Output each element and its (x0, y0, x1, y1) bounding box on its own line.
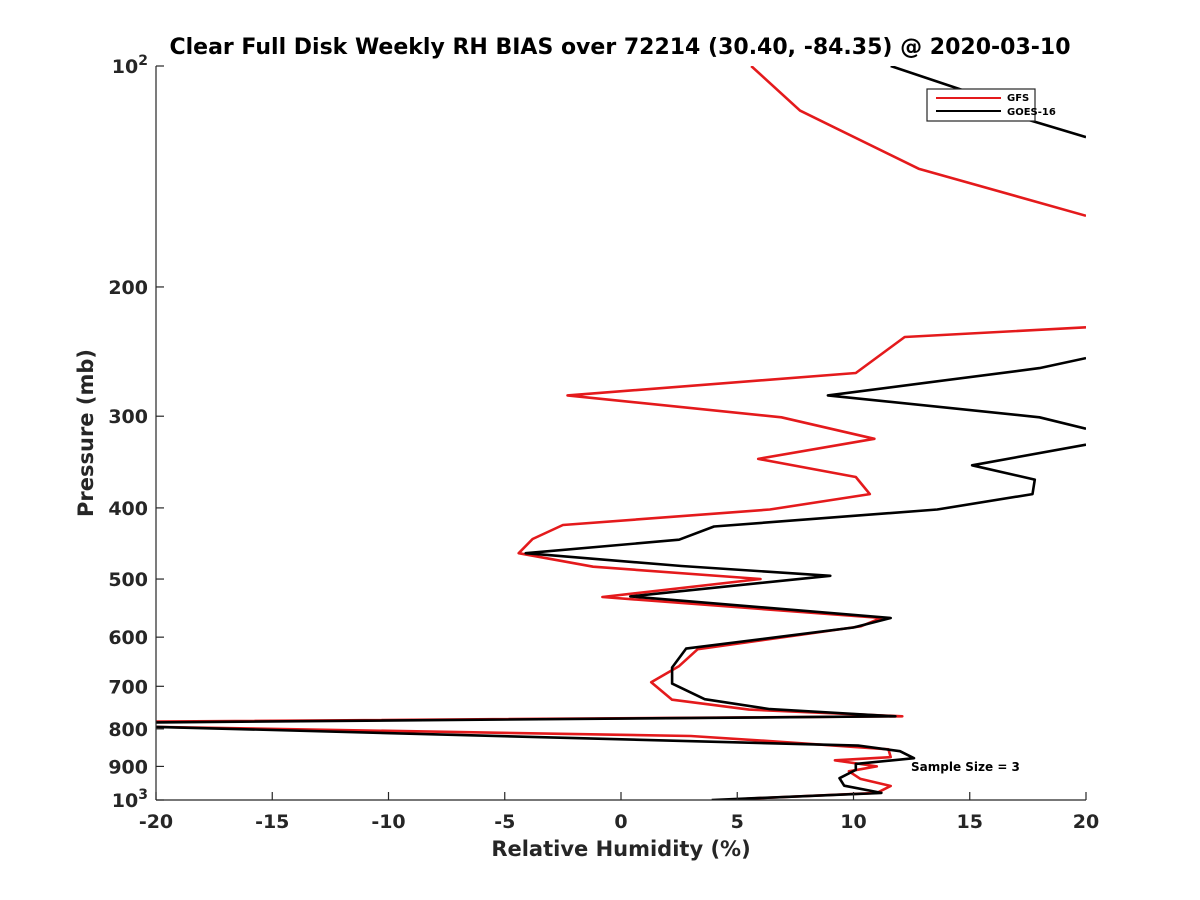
legend: GFS GOES-16 (926, 88, 1056, 122)
x-axis-ticks: -20 -15 -10 -5 0 5 10 15 20 (139, 792, 1099, 833)
legend-box (926, 88, 1036, 122)
x-tick-label: -20 (139, 811, 173, 833)
y-tick-label: 102 (112, 53, 148, 78)
y-tick-label: 103 (112, 787, 148, 812)
y-tick-label: 500 (108, 569, 148, 591)
y-tick-label: 700 (108, 676, 148, 698)
sample-size-annotation: Sample Size = 3 (911, 760, 1020, 774)
x-tick-label: -10 (371, 811, 405, 833)
x-tick-label: 10 (840, 811, 866, 833)
x-tick-label: -15 (255, 811, 289, 833)
series-line-gfs (156, 66, 1086, 800)
y-tick-label: 600 (108, 627, 148, 649)
y-tick-label: 200 (108, 277, 148, 299)
x-tick-label: 5 (731, 811, 744, 833)
x-axis-label: Relative Humidity (%) (491, 837, 750, 861)
legend-label-gfs: GFS (1007, 93, 1029, 104)
y-tick-base: 10 (112, 790, 138, 812)
y-tick-label: 400 (108, 498, 148, 520)
y-tick-base: 10 (112, 56, 138, 78)
x-tick-label: -5 (494, 811, 515, 833)
y-axis-label: Pressure (mb) (74, 349, 98, 517)
x-tick-label: 15 (957, 811, 983, 833)
legend-label-goes16: GOES-16 (1007, 107, 1056, 118)
y-tick-label: 800 (108, 719, 148, 741)
x-tick-label: 0 (614, 811, 627, 833)
plot-area: -20 -15 -10 -5 0 5 10 15 20 10220030040050060070… (108, 53, 1099, 833)
y-tick-label: 300 (108, 406, 148, 428)
series-layer (156, 66, 1086, 800)
chart-title: Clear Full Disk Weekly RH BIAS over 7221… (169, 35, 1070, 60)
x-tick-label: 20 (1073, 811, 1099, 833)
y-tick-label: 900 (108, 756, 148, 778)
y-tick-exponent: 3 (138, 787, 148, 803)
y-tick-exponent: 2 (138, 53, 148, 69)
